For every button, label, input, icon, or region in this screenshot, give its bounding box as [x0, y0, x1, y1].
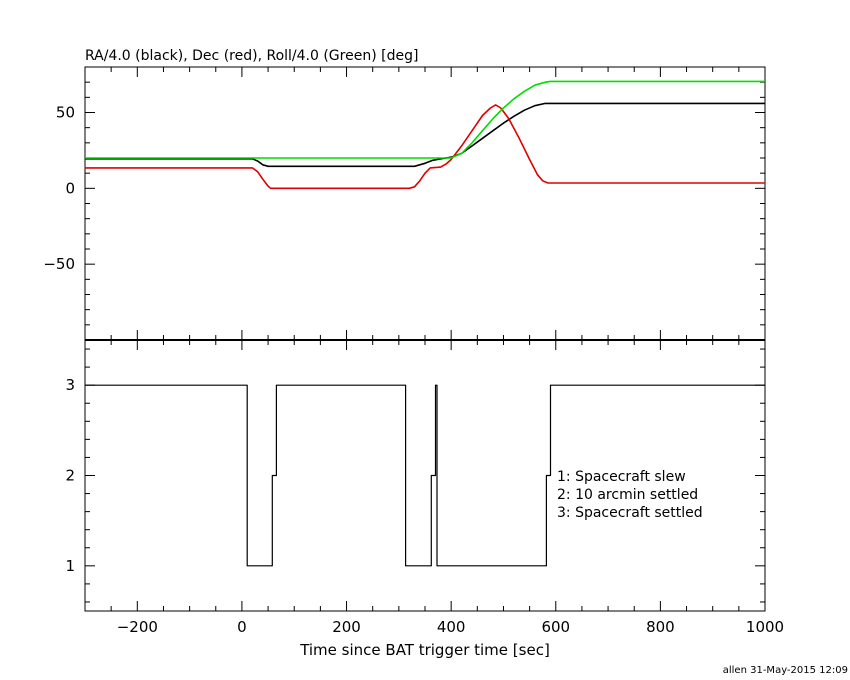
legend-entry-2: 2: 10 arcmin settled	[557, 487, 698, 503]
top-panel-series	[85, 80, 765, 190]
top-panel-frame	[84, 66, 766, 341]
bottom-panel-y-tick-labels: 1 2 3	[65, 376, 75, 575]
legend-entry-1: 1: Spacecraft slew	[557, 469, 686, 485]
x-tick-label: 800	[646, 618, 675, 636]
footer-stamp: allen 31-May-2015 12:09	[723, 665, 848, 676]
bottom-panel-series	[85, 384, 765, 567]
y-tick-label: 1	[65, 557, 75, 575]
bottom-panel: 1 2 3 −200 0 200 400 600 800 1000	[65, 339, 784, 636]
top-series-1	[85, 104, 765, 190]
legend-entry-3: 3: Spacecraft settled	[557, 505, 703, 521]
legend: 1: Spacecraft slew 2: 10 arcmin settled …	[557, 469, 703, 521]
top-panel: −50 0 50	[43, 66, 766, 341]
top-panel-title: RA/4.0 (black), Dec (red), Roll/4.0 (Gre…	[85, 48, 418, 64]
x-tick-label: 1000	[746, 618, 784, 636]
y-tick-label: 0	[65, 179, 75, 197]
top-series-0	[85, 102, 765, 168]
x-tick-label: −200	[117, 618, 158, 636]
x-tick-label: 400	[437, 618, 466, 636]
top-panel-y-tick-labels: −50 0 50	[43, 104, 75, 274]
x-tick-label: 200	[332, 618, 361, 636]
y-tick-label: 3	[65, 376, 75, 394]
bottom-series-0	[85, 384, 765, 567]
x-tick-label: 0	[237, 618, 247, 636]
y-tick-label: 50	[56, 104, 75, 122]
y-tick-label: −50	[43, 255, 75, 273]
y-tick-label: 2	[65, 467, 75, 485]
top-series-2	[85, 80, 765, 159]
top-panel-ticks	[84, 66, 766, 341]
x-tick-label: 600	[541, 618, 570, 636]
bottom-panel-ticks	[84, 340, 766, 611]
x-tick-labels: −200 0 200 400 600 800 1000	[117, 618, 784, 636]
x-axis-label: Time since BAT trigger time [sec]	[299, 641, 550, 659]
